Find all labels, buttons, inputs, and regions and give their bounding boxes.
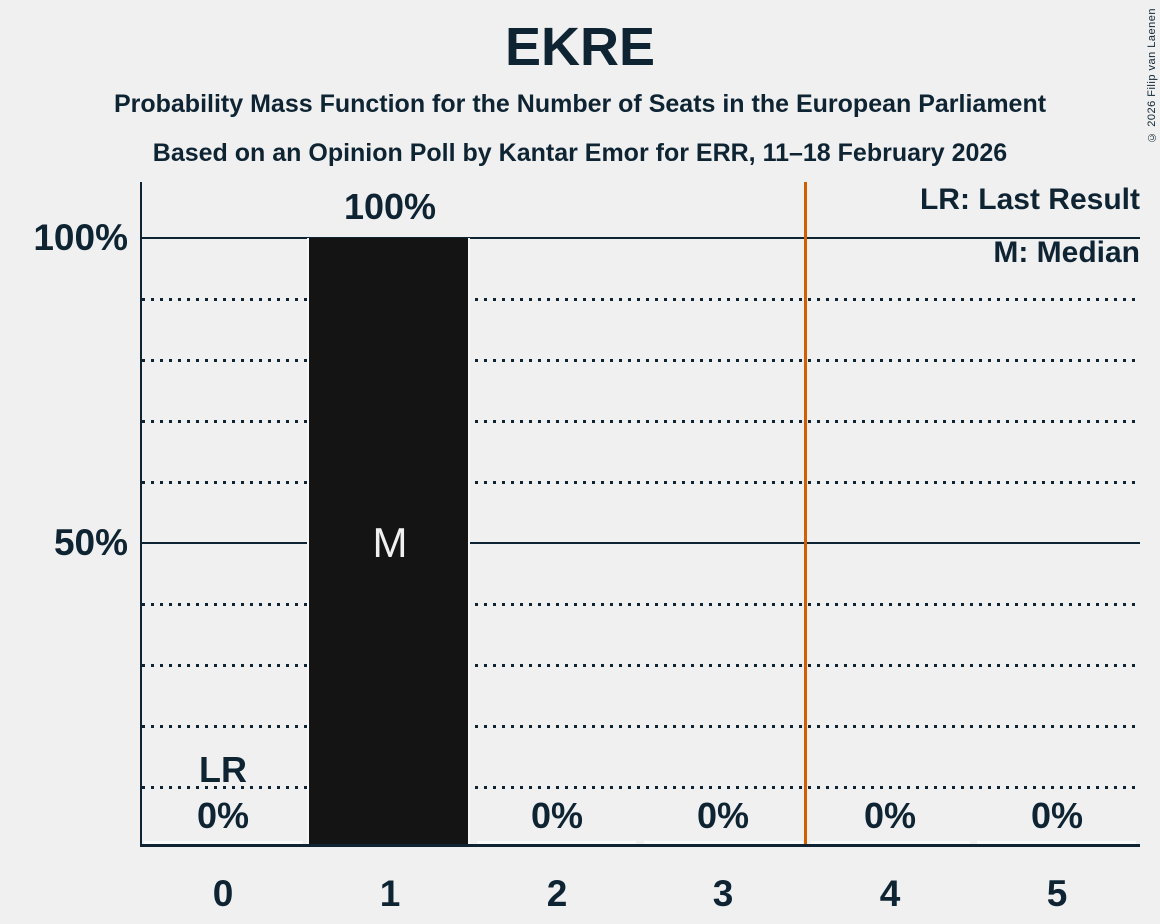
x-tick-0: 0 bbox=[212, 873, 234, 914]
gridline-30 bbox=[142, 664, 1140, 667]
bar-seat-1 bbox=[307, 238, 470, 847]
value-label-seat-2: 0% bbox=[530, 795, 584, 836]
y-tick-100: 100% bbox=[33, 217, 128, 258]
last-result-line bbox=[804, 182, 807, 847]
gridline-60 bbox=[142, 481, 1140, 484]
zero-bar-seat-0 bbox=[144, 841, 303, 844]
x-tick-1: 1 bbox=[379, 873, 401, 914]
value-label-seat-5: 0% bbox=[1030, 795, 1084, 836]
x-tick-5: 5 bbox=[1046, 873, 1068, 914]
gridline-20 bbox=[142, 725, 1140, 728]
gridline-100 bbox=[142, 237, 1140, 239]
x-tick-2: 2 bbox=[546, 873, 568, 914]
page-title: EKRE bbox=[504, 17, 656, 77]
value-label-seat-1: 100% bbox=[343, 186, 437, 227]
chart-subtitle: Probability Mass Function for the Number… bbox=[113, 90, 1047, 118]
zero-bar-seat-5 bbox=[977, 841, 1136, 844]
legend-median: M: Median bbox=[993, 236, 1140, 269]
zero-bar-seat-4 bbox=[811, 841, 970, 844]
gridline-70 bbox=[142, 420, 1140, 423]
median-marker-label: M bbox=[372, 519, 408, 566]
last-result-marker-label: LR bbox=[199, 749, 247, 790]
zero-bar-seat-2 bbox=[477, 841, 636, 844]
x-tick-3: 3 bbox=[712, 873, 734, 914]
x-tick-4: 4 bbox=[879, 873, 901, 914]
value-label-seat-3: 0% bbox=[696, 795, 750, 836]
gridline-90 bbox=[142, 298, 1140, 301]
legend-last-result: LR: Last Result bbox=[919, 183, 1140, 216]
gridline-50 bbox=[142, 542, 1140, 544]
zero-bar-seat-3 bbox=[644, 841, 803, 844]
gridline-10 bbox=[142, 786, 1140, 789]
plot-area bbox=[140, 182, 1140, 847]
x-axis-line bbox=[140, 844, 1140, 847]
copyright-notice: © 2026 Filip van Laenen bbox=[1146, 8, 1158, 143]
y-tick-50: 50% bbox=[53, 522, 128, 563]
value-label-seat-4: 0% bbox=[863, 795, 917, 836]
value-label-seat-0: 0% bbox=[196, 795, 250, 836]
gridline-40 bbox=[142, 603, 1140, 606]
gridline-80 bbox=[142, 359, 1140, 362]
y-axis-line bbox=[140, 182, 142, 847]
chart-source-line: Based on an Opinion Poll by Kantar Emor … bbox=[152, 139, 1008, 167]
